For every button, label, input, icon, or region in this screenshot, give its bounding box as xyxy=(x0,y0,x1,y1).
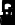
Text: recovered.: recovered. xyxy=(1,18,15,25)
Text: at pressures and temperatures for which experiments were conducted. The: at pressures and temperatures for which … xyxy=(1,17,15,25)
Text: evidence for reaction: even the nominal conditions are the same. This sample: evidence for reaction: even the nominal … xyxy=(1,21,15,25)
Text: 2Al + Fe$_2$O$_3$ $\rightarrow$ Al$_2$O$_3$ + Fe has a heat of reaction of about: 2Al + Fe$_2$O$_3$ $\rightarrow$ Al$_2$O$… xyxy=(1,14,15,25)
Text: +200 kcal: +200 kcal xyxy=(11,1,15,14)
Text: 2Ai + Fe$_2$O$_3$ $\Longrightarrow$ Al$_2$O$_3$+ 2Fe: 2Ai + Fe$_2$O$_3$ $\Longrightarrow$ Al$_… xyxy=(9,0,15,15)
Text: ing. Apparently, the reaction is sensitive to the early shock conditioning. The: ing. Apparently, the reaction is sensiti… xyxy=(1,22,15,25)
Text: used to preserve shocked samples over a wide range of peak shock pres-: used to preserve shocked samples over a … xyxy=(1,15,15,25)
Text: EXPLOSIVE REACTION: EXPLOSIVE REACTION xyxy=(11,0,15,3)
Text: to conditions in which the reaction was so violent that no sample was: to conditions in which the reaction was … xyxy=(1,18,15,25)
Text: Fig. 8.9.: Fig. 8.9. xyxy=(1,10,15,24)
Text: sure and mean-bulk temperature as controlled by the density of the powder: sure and mean-bulk temperature as contro… xyxy=(1,15,15,25)
Text: compact.: compact. xyxy=(1,16,15,25)
Text: Of particular interest are the two samples at a pressure of 17 GPa. Each of: Of particular interest are the two sampl… xyxy=(2,19,15,25)
Text: was shock loaded with baratol explosive, which produces an early loading: was shock loaded with baratol explosive,… xyxy=(1,21,15,25)
Text: The strongly exothermic reaction of hematite and aluminum mixtures shows
effects: The strongly exothermic reaction of hema… xyxy=(2,10,15,25)
Text: 8.3. Metal-Oxide Systems: 8.3. Metal-Oxide Systems xyxy=(9,0,15,4)
Text: the two experiments is shown by two points. The upper temperature points: the two experiments is shown by two poin… xyxy=(1,19,15,25)
Text: 193: 193 xyxy=(14,0,15,4)
Text: NO REACTION: NO REACTION xyxy=(6,6,15,19)
Text: REACTION: REACTION xyxy=(10,0,15,11)
Text: samples show evidence for conditions in which no reaction is observed: samples show evidence for conditions in … xyxy=(1,17,15,25)
Text: Such a thermochemical contribution will cause temperatures of thousands of: Such a thermochemical contribution will … xyxy=(1,14,15,25)
Text: shows that it is fully reacted. Apparently, this sample provides an example of: shows that it is fully reacted. Apparent… xyxy=(1,24,15,25)
Text: upper point shows that the sample reacted in the outer region and not in the: upper point shows that the sample reacte… xyxy=(1,22,15,25)
Text: degrees. As in other investigations, the Sandia Momma Bear fixtures were: degrees. As in other investigations, the… xyxy=(1,14,15,25)
Text: the bulk region. Examination of the sample as recovered after the experiment: the bulk region. Examination of the samp… xyxy=(1,24,15,25)
Text: to investigate a system with a very large heat of reaction. The reaction of: to investigate a system with a very larg… xyxy=(1,13,15,25)
Text: are the temperatures of the outer, hotter edge of the sample, and the lower: are the temperatures of the outer, hotte… xyxy=(1,20,15,25)
Text: points are those of the bulk of the sample. One of the samples shows no: points are those of the bulk of the samp… xyxy=(1,20,15,25)
Text: CLEAR Al
REACTION: CLEAR Al REACTION xyxy=(5,0,15,3)
Text: bulk of the sample. Actually, the copper plug in contact with the rear surface: bulk of the sample. Actually, the copper… xyxy=(1,23,15,25)
Text: shows that a high temperature was achieved in the outer region and not in: shows that a high temperature was achiev… xyxy=(1,23,15,25)
Text: history lower in pressure than a sample with Composition B explosive load-: history lower in pressure than a sample … xyxy=(1,22,15,25)
Text: mole: mole xyxy=(12,8,15,22)
Text: The results of the study are shown in Fig. 8.9, in which points are shown: The results of the study are shown in Fi… xyxy=(2,17,15,25)
